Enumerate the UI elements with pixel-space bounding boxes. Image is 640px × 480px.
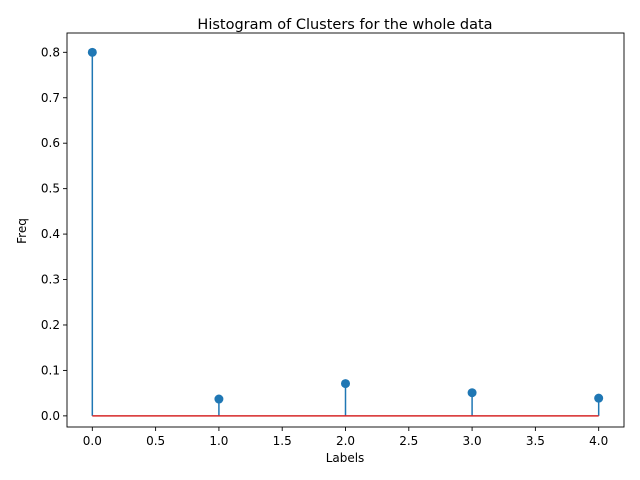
y-tick-label: 0.7 bbox=[41, 91, 60, 105]
x-tick-label: 1.0 bbox=[209, 434, 228, 448]
y-tick-label: 0.4 bbox=[41, 227, 60, 241]
y-tick-label: 0.6 bbox=[41, 136, 60, 150]
stem-marker bbox=[341, 379, 350, 389]
x-tick-label: 3.5 bbox=[526, 434, 545, 448]
y-tick-label: 0.0 bbox=[41, 409, 60, 423]
x-axis-label: Labels bbox=[326, 451, 365, 465]
stem-marker bbox=[87, 47, 97, 57]
x-tick-label: 4.0 bbox=[589, 434, 608, 448]
y-tick-label: 0.8 bbox=[41, 45, 60, 59]
x-tick-label: 2.5 bbox=[399, 434, 418, 448]
x-tick-label: 1.5 bbox=[273, 434, 292, 448]
x-tick-label: 3.0 bbox=[463, 434, 482, 448]
chart-title: Histogram of Clusters for the whole data bbox=[197, 17, 492, 33]
y-tick-label: 0.1 bbox=[41, 363, 60, 377]
x-tick-label: 0.0 bbox=[83, 434, 102, 448]
stem-marker bbox=[594, 393, 604, 403]
stem-marker bbox=[214, 394, 224, 404]
x-tick-label: 2.0 bbox=[336, 434, 355, 448]
y-tick-label: 0.2 bbox=[41, 318, 60, 332]
stem-marker bbox=[467, 388, 477, 398]
y-axis-label: Freq bbox=[15, 218, 29, 244]
y-tick-label: 0.5 bbox=[41, 182, 60, 196]
plot-area: 0.0 0.5 1.0 1.5 2.0 2.5 3.0 3.5 4.0 0.0 0.1 0.2 0.3 0… bbox=[41, 32, 625, 448]
y-tick-label: 0.3 bbox=[41, 273, 60, 287]
x-tick-label: 0.5 bbox=[146, 434, 165, 448]
